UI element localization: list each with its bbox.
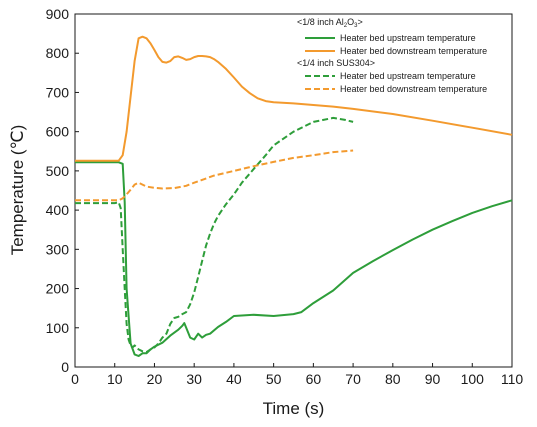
legend-label-sus304-upstream: Heater bed upstream temperature	[340, 71, 476, 81]
x-tick-label: 30	[186, 371, 202, 387]
x-tick-label: 70	[345, 371, 361, 387]
series-sus304-upstream	[75, 116, 354, 354]
legend-group-title-alumina-sub2: 3	[354, 23, 358, 29]
plot-frame	[74, 13, 513, 368]
legend-group-title-sus304: <1/4 inch SUS304>	[297, 58, 375, 68]
y-tick-label: 100	[46, 320, 70, 336]
y-tick-label: 800	[46, 45, 70, 61]
x-tick-label: 0	[71, 371, 79, 387]
x-tick-label: 20	[147, 371, 163, 387]
x-tick-label: 40	[226, 371, 242, 387]
x-tick-label: 10	[107, 371, 123, 387]
y-axis-ticks: 0 100 200 300 400 500 600 700 800 900	[46, 6, 79, 375]
legend-group-title-alumina-main: <1/8 inch Al	[297, 17, 344, 27]
y-tick-label: 400	[46, 202, 70, 218]
y-tick-label: 200	[46, 281, 70, 297]
legend: <1/8 inch Al2O3> Heater bed upstream tem…	[297, 17, 487, 94]
x-tick-label: 90	[425, 371, 441, 387]
x-tick-label: 60	[306, 371, 322, 387]
legend-label-sus304-downstream: Heater bed downstream temperature	[340, 84, 487, 94]
y-tick-label: 500	[46, 163, 70, 179]
legend-label-alumina-upstream: Heater bed upstream temperature	[340, 33, 476, 43]
series-alumina-downstream	[75, 35, 513, 162]
y-tick-label: 900	[46, 6, 70, 22]
legend-group-title-alumina: <1/8 inch Al2O3>	[297, 17, 363, 29]
x-tick-label: 50	[266, 371, 282, 387]
series-alumina-upstream	[75, 161, 513, 357]
x-tick-label: 80	[385, 371, 401, 387]
series-sus304-downstream	[75, 149, 354, 202]
legend-group-title-alumina-sub1: 2	[344, 23, 348, 29]
x-axis-title: Time (s)	[263, 399, 325, 418]
legend-group-title-alumina-end: >	[358, 17, 363, 27]
x-tick-label: 110	[501, 371, 524, 387]
y-tick-label: 0	[61, 359, 69, 375]
legend-label-alumina-downstream: Heater bed downstream temperature	[340, 46, 487, 56]
series-lines	[75, 35, 513, 357]
x-tick-label: 100	[461, 371, 485, 387]
y-tick-label: 600	[46, 124, 70, 140]
x-axis-ticks: 0 10 20 30 40 50 60 70 80 90 100 110	[71, 363, 523, 387]
y-axis-title: Temperature (℃)	[8, 125, 27, 256]
legend-group-title-alumina-mid: O	[347, 17, 354, 27]
y-tick-label: 300	[46, 241, 70, 257]
y-tick-label: 700	[46, 84, 70, 100]
